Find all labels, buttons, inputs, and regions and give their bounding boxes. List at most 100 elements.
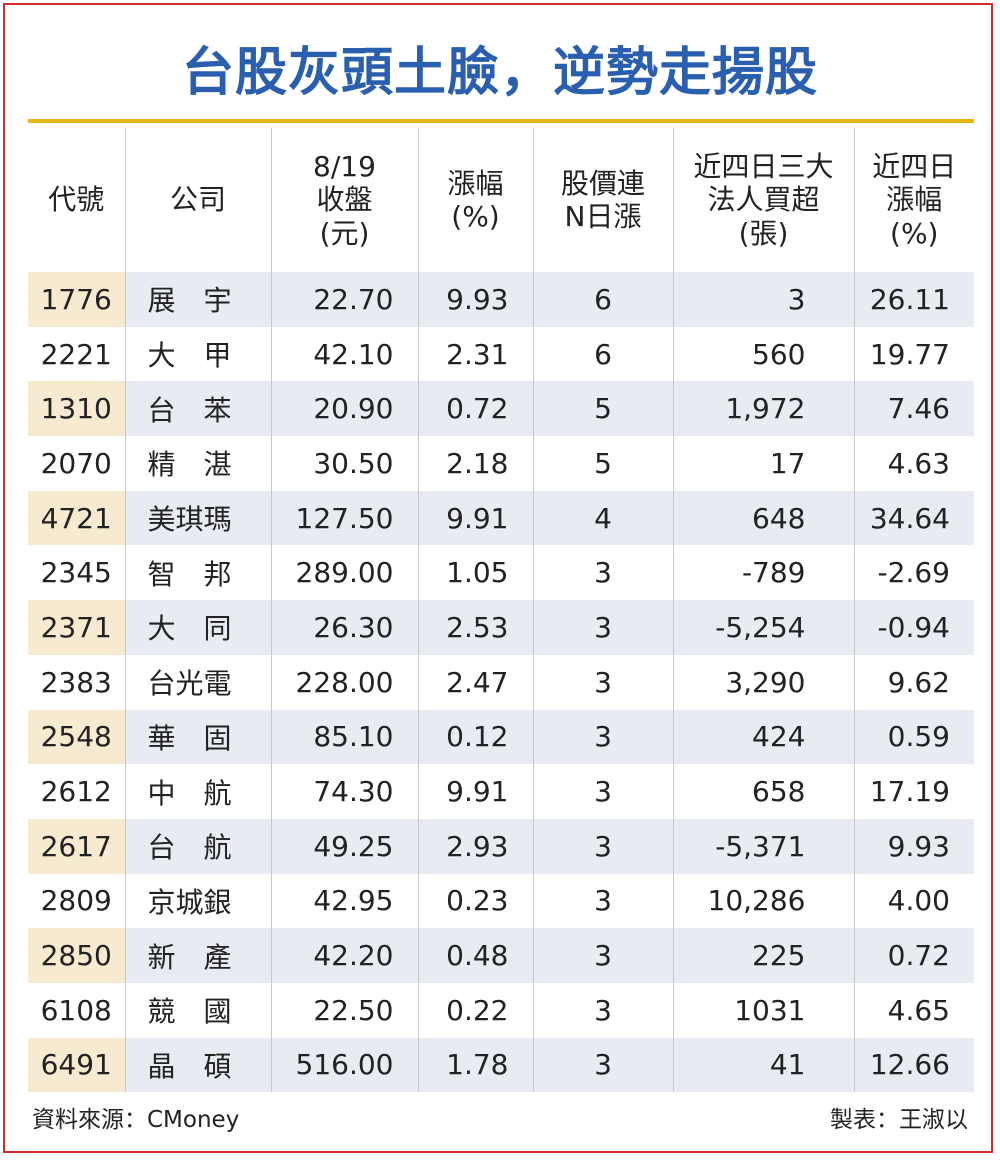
four-day-change-cell: 9.62 — [853, 654, 974, 710]
stock-code-cell: 2612 — [40, 775, 112, 809]
net-buy-lots-cell: 41 — [672, 1037, 854, 1093]
close-price-cell: 127.50 — [270, 490, 418, 546]
header-close: 8/19 收盤 (元) — [270, 128, 418, 272]
four-day-change-cell: 4.65 — [853, 982, 974, 1038]
company-name-cell: 大 同 — [124, 600, 271, 655]
stock-code-cell: 1310 — [28, 381, 125, 437]
company-name-cell: 精 湛 — [124, 436, 271, 491]
rise-streak-cell: 3 — [532, 600, 673, 655]
net-buy-lots-cell: -789 — [672, 545, 854, 601]
close-price-cell: 228.00 — [270, 654, 418, 710]
table-row: 2383 台光電 228.00 2.47 3 3,290 9.62 — [28, 654, 974, 710]
four-day-change-cell: 0.72 — [853, 928, 974, 983]
net-buy-lots-cell: 3,290 — [672, 654, 854, 710]
change-pct-cell: 9.91 — [417, 490, 533, 546]
close-price-cell: 22.50 — [270, 982, 418, 1038]
change-pct-cell: 0.72 — [417, 381, 533, 437]
stock-code-cell: 2371 — [28, 600, 125, 655]
table-row: 2345 智 邦 289.00 1.05 3 -789 -2.69 — [28, 545, 974, 601]
company-name-cell: 展 宇 — [124, 272, 271, 327]
rise-streak-cell: 3 — [532, 1037, 673, 1093]
table-row: 6491 晶 碩 516.00 1.78 3 41 12.66 — [28, 1037, 974, 1093]
company-name-cell: 大 甲 — [124, 326, 271, 382]
close-price-cell: 42.10 — [270, 326, 418, 382]
close-price-cell: 42.20 — [270, 928, 418, 983]
table-row: 2617 台 航 49.25 2.93 3 -5,371 9.93 — [28, 818, 974, 874]
stock-code-cell: 4721 — [28, 490, 125, 546]
company-name-cell: 台光電 — [124, 654, 271, 710]
rise-streak-cell: 3 — [532, 764, 673, 819]
table-row: 2371 大 同 26.30 2.53 3 -5,254 -0.94 — [28, 600, 974, 655]
header-net-buy: 近四日三大 法人買超 (張) — [672, 128, 854, 272]
net-buy-lots-cell: 17 — [672, 436, 854, 491]
four-day-change-cell: 34.64 — [853, 490, 974, 546]
company-name-cell: 晶 碩 — [124, 1037, 271, 1093]
rise-streak-cell: 3 — [532, 818, 673, 874]
net-buy-lots-cell: 1,972 — [672, 381, 854, 437]
stock-code-cell: 6108 — [40, 993, 112, 1027]
close-price-cell: 20.90 — [270, 381, 418, 437]
table-row: 2221 大 甲 42.10 2.31 6 560 19.77 — [28, 326, 974, 382]
rise-streak-cell: 3 — [532, 982, 673, 1038]
rise-streak-cell: 6 — [532, 272, 673, 327]
four-day-change-cell: 12.66 — [853, 1037, 974, 1093]
company-name-cell: 華 固 — [124, 709, 271, 765]
close-price-cell: 26.30 — [270, 600, 418, 655]
company-name-cell: 美琪瑪 — [124, 490, 271, 546]
four-day-change-cell: 0.59 — [853, 709, 974, 765]
change-pct-cell: 9.91 — [417, 764, 533, 819]
close-price-cell: 289.00 — [270, 545, 418, 601]
four-day-change-cell: 19.77 — [853, 326, 974, 382]
change-pct-cell: 0.23 — [417, 873, 533, 929]
rise-streak-cell: 3 — [532, 545, 673, 601]
net-buy-lots-cell: 424 — [672, 709, 854, 765]
change-pct-cell: 2.18 — [417, 436, 533, 491]
stock-code-cell: 2548 — [28, 709, 125, 765]
stock-code-cell: 2617 — [28, 818, 125, 874]
four-day-change-cell: -2.69 — [853, 545, 974, 601]
company-name-cell: 新 產 — [124, 928, 271, 983]
rise-streak-cell: 3 — [532, 654, 673, 710]
table-row: 6108 競 國 22.50 0.22 3 1031 4.65 — [28, 982, 974, 1038]
rise-streak-cell: 4 — [532, 490, 673, 546]
stock-code-cell: 2345 — [40, 556, 112, 590]
rise-streak-cell: 5 — [532, 381, 673, 437]
change-pct-cell: 2.31 — [417, 326, 533, 382]
company-name-cell: 中 航 — [124, 764, 271, 819]
stock-code-cell: 1776 — [28, 272, 125, 327]
close-price-cell: 22.70 — [270, 272, 418, 327]
table-row: 2070 精 湛 30.50 2.18 5 17 4.63 — [28, 436, 974, 491]
header-change: 漲幅 (%) — [417, 128, 533, 272]
four-day-change-cell: 4.00 — [853, 873, 974, 929]
header-code: 代號 — [48, 183, 105, 217]
four-day-change-cell: 26.11 — [853, 272, 974, 327]
stock-code-cell: 2809 — [40, 884, 112, 918]
close-price-cell: 42.95 — [270, 873, 418, 929]
change-pct-cell: 0.12 — [417, 709, 533, 765]
net-buy-lots-cell: -5,371 — [672, 818, 854, 874]
company-name-cell: 競 國 — [124, 982, 271, 1038]
net-buy-lots-cell: 658 — [672, 764, 854, 819]
table-row: 2612 中 航 74.30 9.91 3 658 17.19 — [28, 764, 974, 819]
page-title: 台股灰頭土臉，逆勢走揚股 — [181, 43, 818, 103]
change-pct-cell: 2.53 — [417, 600, 533, 655]
net-buy-lots-cell: 3 — [672, 272, 854, 327]
four-day-change-cell: 7.46 — [853, 381, 974, 437]
close-price-cell: 49.25 — [270, 818, 418, 874]
change-pct-cell: 2.93 — [417, 818, 533, 874]
change-pct-cell: 9.93 — [417, 272, 533, 327]
net-buy-lots-cell: 560 — [672, 326, 854, 382]
net-buy-lots-cell: 648 — [672, 490, 854, 546]
close-price-cell: 74.30 — [270, 764, 418, 819]
table-row: 4721 美琪瑪 127.50 9.91 4 648 34.64 — [28, 490, 974, 546]
close-price-cell: 30.50 — [270, 436, 418, 491]
stock-code-cell: 2383 — [40, 665, 112, 699]
company-name-cell: 智 邦 — [124, 545, 271, 601]
change-pct-cell: 1.78 — [417, 1037, 533, 1093]
author-credit: 製表：王淑以 — [830, 1107, 968, 1133]
stock-code-cell: 2070 — [40, 446, 112, 480]
rise-streak-cell: 3 — [532, 709, 673, 765]
stock-code-cell: 6491 — [28, 1037, 125, 1093]
net-buy-lots-cell: -5,254 — [672, 600, 854, 655]
change-pct-cell: 1.05 — [417, 545, 533, 601]
